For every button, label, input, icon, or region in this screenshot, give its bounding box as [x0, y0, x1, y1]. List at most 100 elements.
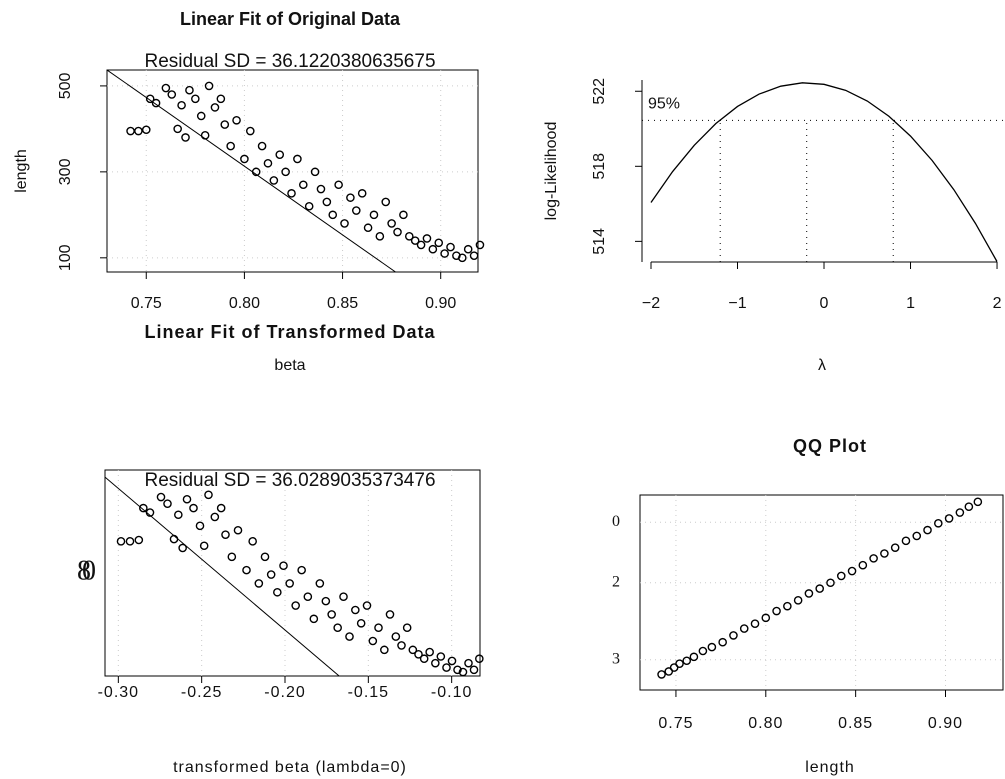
point — [698, 646, 708, 656]
point — [125, 537, 135, 546]
x-tick-label: -0.20 — [264, 684, 305, 701]
point — [414, 649, 423, 659]
point — [333, 623, 342, 633]
point — [174, 510, 183, 520]
point — [446, 242, 455, 252]
point — [334, 180, 343, 190]
point — [316, 184, 326, 194]
x-tick-label: −1 — [728, 295, 746, 312]
point — [729, 631, 738, 640]
point — [657, 670, 666, 679]
point — [804, 589, 814, 598]
x-axis-label: transformed beta (lambda=0) — [173, 759, 407, 776]
point — [254, 579, 264, 588]
point — [836, 571, 846, 581]
point — [173, 124, 182, 134]
point — [269, 176, 279, 185]
x-tick-label: −2 — [642, 295, 660, 312]
point — [402, 623, 412, 633]
ci-label: 95% — [648, 96, 680, 113]
x-axis-label: length — [805, 759, 855, 776]
point — [134, 126, 143, 136]
x-tick-label: 0.75 — [658, 715, 693, 732]
point — [934, 518, 943, 528]
point — [408, 645, 418, 655]
point — [815, 584, 825, 593]
point — [273, 587, 282, 597]
x-tick-label: 0.80 — [229, 295, 260, 312]
point — [469, 251, 479, 260]
point — [281, 167, 290, 177]
point — [151, 98, 161, 108]
point — [321, 596, 331, 606]
point — [761, 613, 771, 623]
point — [381, 197, 391, 207]
point — [783, 601, 792, 611]
x-axis-label: λ — [818, 357, 826, 374]
point — [718, 637, 727, 647]
point — [363, 223, 373, 233]
point — [245, 126, 255, 136]
point — [689, 652, 699, 662]
point — [126, 126, 135, 136]
x-tick-label: 0.80 — [748, 715, 783, 732]
point — [351, 605, 360, 615]
point — [357, 189, 367, 198]
likelihood-curve — [650, 82, 998, 262]
point — [116, 537, 126, 546]
point — [141, 125, 151, 135]
point — [178, 543, 187, 553]
point — [204, 81, 214, 91]
point — [434, 238, 444, 248]
y-axis-label: log-Likelihood — [543, 122, 560, 221]
point — [475, 240, 485, 250]
point — [923, 525, 932, 535]
point — [404, 232, 414, 241]
point — [675, 659, 684, 668]
chart-title: Linear Fit of Original Data — [180, 9, 401, 29]
point — [457, 253, 467, 263]
point — [233, 525, 243, 535]
point — [772, 606, 781, 616]
point — [221, 530, 230, 539]
point — [220, 120, 230, 129]
y-tick-label: 300 — [57, 158, 74, 185]
point — [177, 100, 186, 110]
point — [463, 244, 473, 254]
point — [458, 667, 468, 677]
point — [826, 578, 835, 588]
point — [322, 197, 332, 207]
x-tick-label: -0.25 — [181, 684, 222, 701]
point — [139, 503, 148, 513]
point — [416, 240, 426, 250]
point — [216, 503, 226, 513]
point — [464, 658, 473, 668]
point — [163, 499, 172, 508]
point — [869, 554, 878, 563]
y-tick-label: 3 — [612, 650, 620, 667]
x-axis-label: beta — [274, 357, 305, 374]
point — [210, 512, 220, 522]
point — [327, 610, 336, 619]
x-tick-label: -0.10 — [431, 684, 472, 701]
point — [397, 641, 406, 650]
y-tick-label: 100 — [57, 244, 74, 271]
point — [369, 210, 379, 220]
point — [440, 249, 449, 258]
point — [232, 115, 241, 125]
point — [240, 154, 249, 164]
point — [356, 618, 366, 628]
point — [410, 236, 420, 245]
point — [340, 219, 349, 228]
y-tick-label: 2 — [612, 573, 620, 590]
point — [195, 521, 205, 531]
point — [912, 531, 922, 541]
point — [226, 141, 235, 151]
point — [393, 227, 402, 237]
point — [291, 601, 300, 610]
point — [293, 154, 302, 164]
point — [315, 579, 325, 588]
point — [285, 579, 294, 588]
